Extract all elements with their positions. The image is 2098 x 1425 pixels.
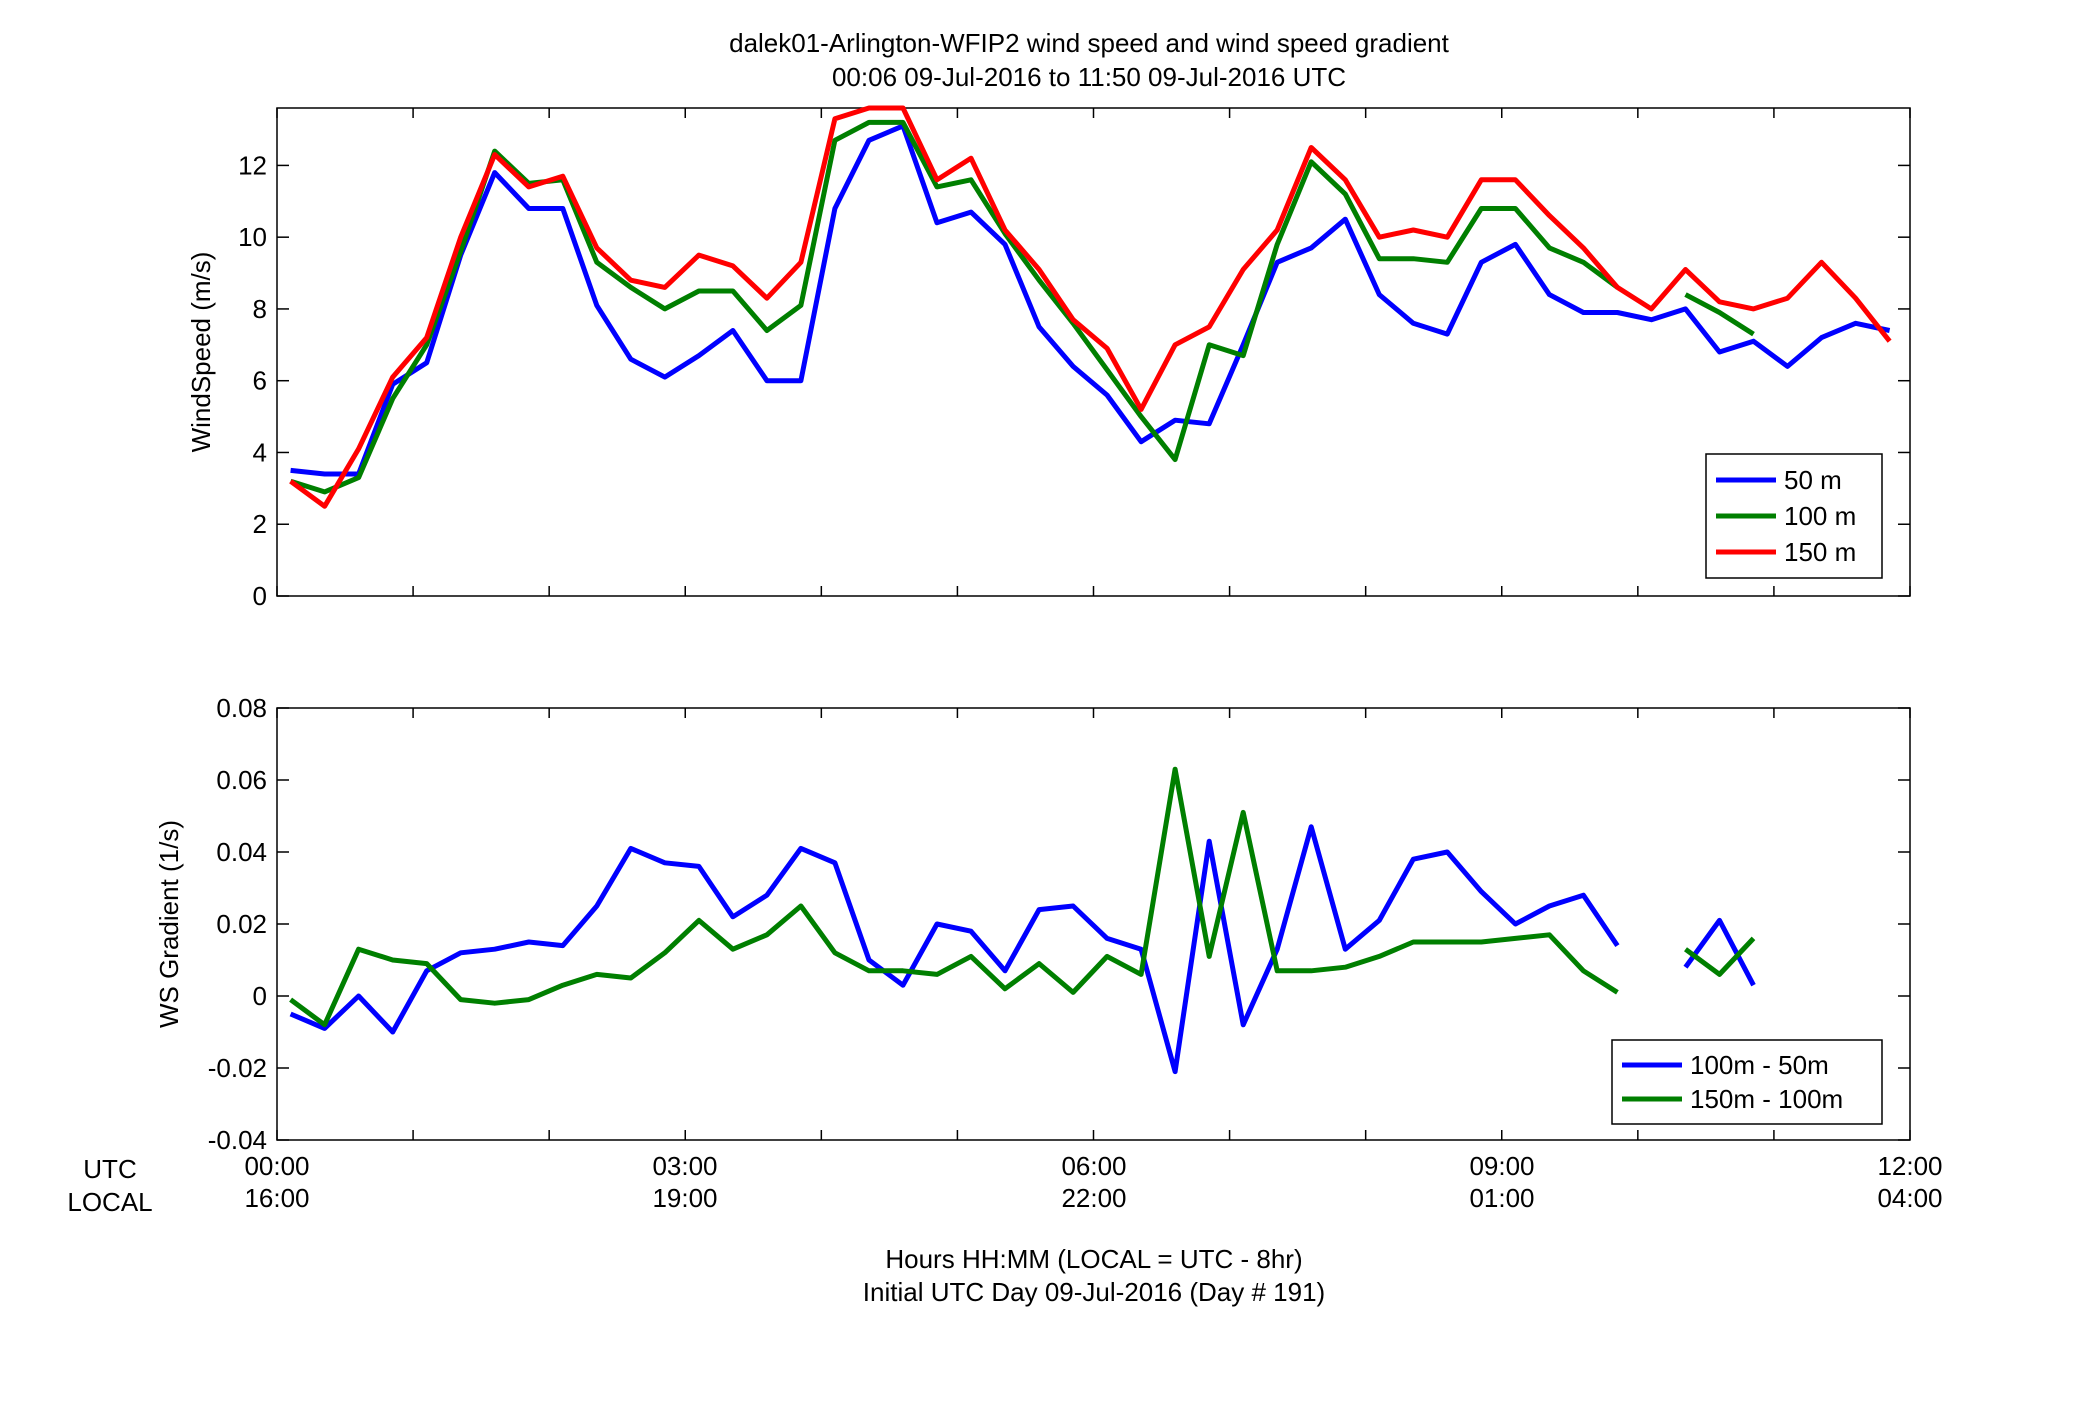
legend-label: 150m - 100m xyxy=(1690,1084,1843,1114)
utc-tick-label: 00:00 xyxy=(244,1151,309,1181)
legend-label: 50 m xyxy=(1784,465,1842,495)
local-tick-label: 01:00 xyxy=(1469,1183,1534,1213)
utc-tick-label: 12:00 xyxy=(1877,1151,1942,1181)
gradient-panel: -0.04 -0.02 0 0.02 0.04 0.06 0.08 WS Gradient (… xyxy=(154,693,1911,1155)
y-tick-label: -0.02 xyxy=(208,1053,267,1083)
legend-label: 100 m xyxy=(1784,501,1856,531)
utc-row-label: UTC xyxy=(83,1154,136,1184)
y-tick-label: 0 xyxy=(253,981,267,1011)
legend: 100m - 50m 150m - 100m xyxy=(1611,1039,1883,1125)
utc-tick-label: 03:00 xyxy=(652,1151,717,1181)
utc-tick-label: 09:00 xyxy=(1469,1151,1534,1181)
y-tick-label: 2 xyxy=(253,509,267,539)
y-tick-label: 4 xyxy=(253,437,267,467)
series-line-0 xyxy=(290,123,1891,477)
y-tick-label: 12 xyxy=(238,150,267,180)
chart-title-line-1: dalek01-Arlington-WFIP2 wind speed and w… xyxy=(729,28,1450,58)
series-line-1 xyxy=(289,766,1756,1028)
utc-tick-label: 06:00 xyxy=(1061,1151,1126,1181)
y-axis-label: WS Gradient (1/s) xyxy=(154,820,184,1028)
x-axis-label-line-2: Initial UTC Day 09-Jul-2016 (Day # 191) xyxy=(863,1277,1325,1307)
y-tick-label: 0.04 xyxy=(216,837,267,867)
y-tick-label: 0.08 xyxy=(216,693,267,723)
series-line-2 xyxy=(289,105,1892,509)
local-tick-label: 04:00 xyxy=(1877,1183,1942,1213)
time-axis-labels: UTC LOCAL 00:00 03:00 06:00 09:00 12:00 … xyxy=(67,1151,1942,1217)
y-tick-label: 6 xyxy=(253,366,267,396)
y-tick-label: 0 xyxy=(253,581,267,611)
local-tick-label: 16:00 xyxy=(244,1183,309,1213)
legend: 50 m 100 m 150 m xyxy=(1705,453,1883,579)
y-tick-label: -0.04 xyxy=(208,1125,267,1155)
y-tick-label: 10 xyxy=(238,222,267,252)
local-row-label: LOCAL xyxy=(67,1187,152,1217)
x-axis-label-line-1: Hours HH:MM (LOCAL = UTC - 8hr) xyxy=(885,1244,1302,1274)
y-axis-label: WindSpeed (m/s) xyxy=(186,252,216,453)
y-tick-label: 8 xyxy=(253,294,267,324)
local-tick-label: 22:00 xyxy=(1061,1183,1126,1213)
legend-box xyxy=(1611,1039,1883,1125)
local-tick-label: 19:00 xyxy=(652,1183,717,1213)
series-line-0 xyxy=(289,824,1756,1075)
wind-speed-panel: 0 2 4 6 8 10 12 WindSpeed (m/s) 50 m 100 m 150 m xyxy=(186,105,1911,611)
chart-title-line-2: 00:06 09-Jul-2016 to 11:50 09-Jul-2016 U… xyxy=(832,62,1346,92)
legend-label: 150 m xyxy=(1784,537,1856,567)
legend-label: 100m - 50m xyxy=(1690,1050,1829,1080)
y-tick-label: 0.06 xyxy=(216,765,267,795)
y-tick-label: 0.02 xyxy=(216,909,267,939)
series-line-1 xyxy=(289,119,1755,495)
